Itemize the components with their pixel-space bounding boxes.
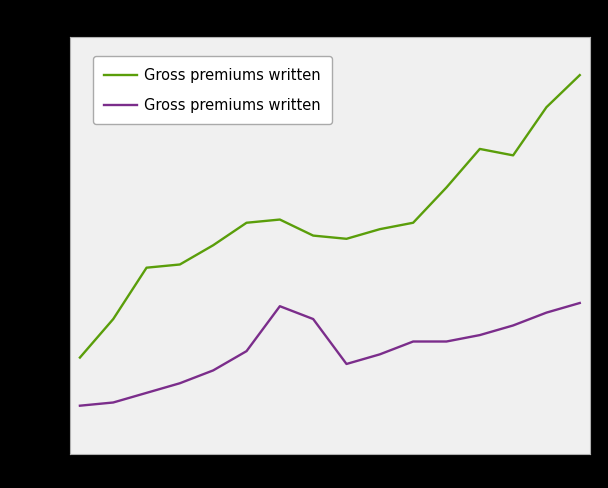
Legend: Gross premiums written, Gross premiums written: Gross premiums written, Gross premiums w… <box>93 57 332 124</box>
